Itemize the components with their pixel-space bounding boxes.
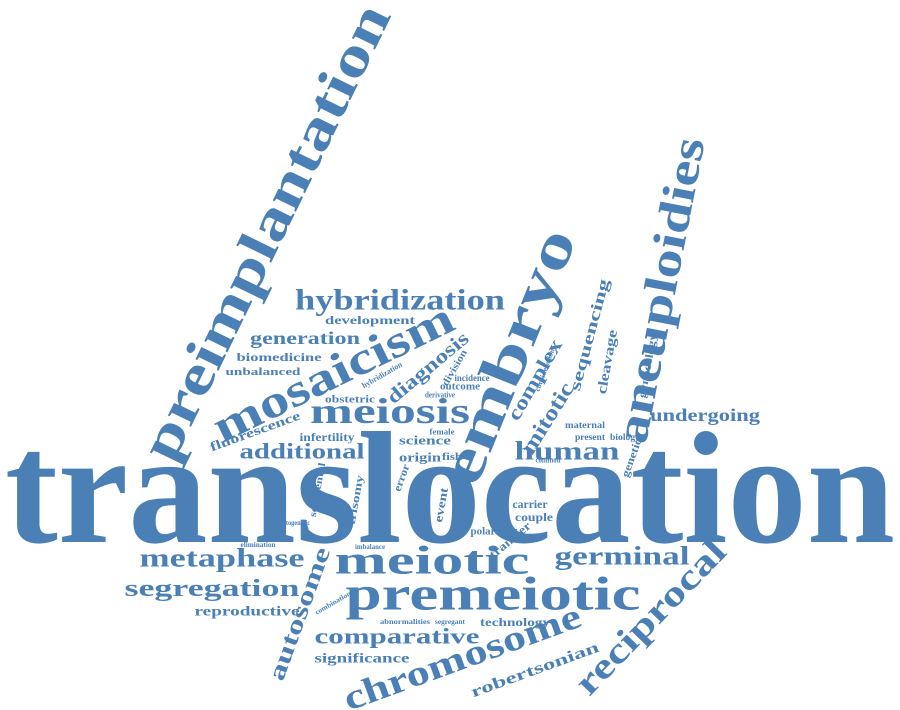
word: development [325,313,415,327]
word: female [430,428,455,437]
word: cytogenetic [280,519,310,527]
word: abnormalities [380,618,430,626]
word: generation [250,328,360,348]
word: elimination [241,541,276,549]
word: segregant [435,618,466,626]
word: human [515,437,621,466]
word: present [575,432,605,442]
word: infertility [300,430,355,444]
word: undergoing [650,405,760,425]
word: segregation [125,576,300,602]
word: imbalance [355,543,385,551]
word: unbalanced [226,366,301,378]
word: translocation [5,399,895,577]
word: meiotic [335,538,530,583]
word: polar [471,527,497,538]
word: derivative [425,391,455,400]
word: technology [480,615,550,629]
word: science [399,433,451,448]
word: reproductive [195,605,300,620]
word: couple [515,510,554,524]
word: significance [315,652,410,667]
word: biology [610,432,641,442]
word: comparative [315,624,480,649]
word: germinal [555,542,690,571]
word: additional [240,439,365,464]
word: maternal [565,420,606,430]
word: meiosis [310,391,470,431]
word: metaphase [140,544,305,573]
word: incidence [455,373,490,383]
word: common [536,456,561,465]
word: premeiotic [346,568,641,621]
word: carrier [513,497,549,511]
word: biomedicine [237,350,323,364]
word: hybridization [295,284,505,317]
word: obstetric [325,395,376,406]
word: outcome [440,382,481,393]
word: origin [399,450,442,465]
word: event [431,487,451,524]
word: fish [442,451,462,463]
